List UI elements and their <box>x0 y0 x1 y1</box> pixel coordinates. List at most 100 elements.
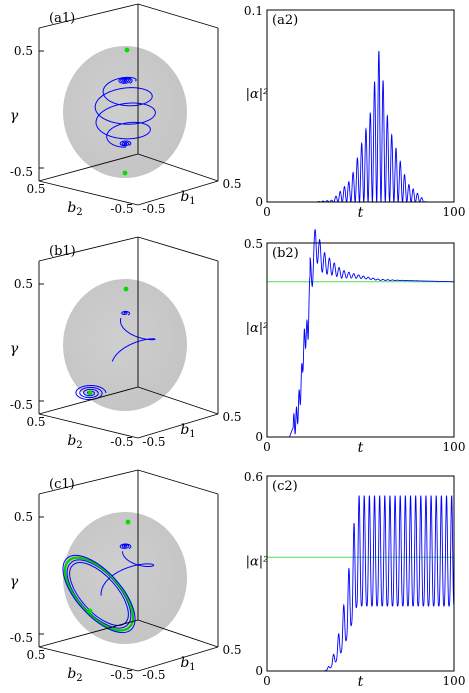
axis-box-edge <box>137 413 219 439</box>
axis-box-edge <box>137 646 219 672</box>
fixed-point <box>123 286 129 292</box>
y-tick-label: 0.5 <box>222 177 241 191</box>
y-tick-label: 0.5 <box>222 410 241 424</box>
x-axis-label: t <box>358 674 364 690</box>
axis-box-edge <box>38 3 139 29</box>
y-axis-label: |α|² <box>246 87 269 102</box>
panel-label: (a1) <box>49 11 75 26</box>
series-line <box>267 495 455 672</box>
axis-box-edge <box>38 469 139 495</box>
axis-box-edge <box>137 469 219 495</box>
axis-box-edge <box>137 236 219 262</box>
x-tick-label: -0.5 <box>110 435 133 449</box>
panel-label: (a2) <box>272 13 298 28</box>
x-tick-label: 0.5 <box>26 415 45 429</box>
series-line <box>267 228 454 438</box>
bloch-panel-b1: 0.5 -0.5 γ 0.5 -0.5 b2 0.5 -0.5 b1 (b1) <box>10 236 242 451</box>
plot-frame <box>266 242 455 438</box>
y-tick-label: 0 <box>255 195 263 209</box>
axis-box-edge <box>137 3 219 29</box>
axis-box-edge <box>137 153 219 182</box>
axis-box-edge <box>38 153 139 182</box>
line-panel-a2: 0 100 0 0.1 t |α|² (a2) <box>244 4 466 221</box>
y-tick-label: 0.1 <box>244 4 263 18</box>
axis-box-edge <box>38 619 139 648</box>
x-tick-label: 0 <box>263 440 271 454</box>
z-axis-label: γ <box>10 574 19 590</box>
y-axis-label: |α|² <box>246 321 269 336</box>
trajectory-spiral-top <box>118 77 133 84</box>
trajectory-spiral-top <box>121 310 131 316</box>
bloch-sphere <box>63 279 187 411</box>
panel-label: (c1) <box>49 477 75 492</box>
trajectory-spiral-top <box>119 543 132 550</box>
z-tick-label: 0.5 <box>14 44 33 58</box>
y-axis-label: b1 <box>180 422 195 440</box>
fixed-point <box>125 519 131 525</box>
x-tick-label: 0.5 <box>26 648 45 662</box>
bloch-panel-a1: 0.5 -0.5 γ 0.5 -0.5 b2 0.5 -0.5 b1 (a1) <box>10 3 242 218</box>
trajectory-spiral-bottom <box>119 140 132 147</box>
bloch-sphere <box>63 46 187 178</box>
z-tick-label: 0.5 <box>14 510 33 524</box>
z-axis-label: γ <box>10 341 19 357</box>
x-tick-label: -0.5 <box>110 202 133 216</box>
x-axis-label: b2 <box>67 433 82 451</box>
line-panel-c2: 0 100 0 0.6 t |α|² (c2) <box>244 470 466 690</box>
limit-cycle <box>62 554 136 634</box>
panel-label: (b2) <box>272 246 299 261</box>
y-tick-label: -0.5 <box>142 668 165 682</box>
limit-cycle <box>69 562 129 626</box>
line-panel-b2: 0 100 0 0.5 t |α|² (b2) <box>244 228 466 456</box>
x-tick-label: 100 <box>443 440 466 454</box>
y-tick-label: 0 <box>255 664 263 678</box>
x-axis-label: t <box>358 205 364 221</box>
bloch-panel-c1: 0.5 -0.5 γ 0.5 -0.5 b2 0.5 -0.5 b1 (c1) <box>10 469 242 684</box>
fixed-point <box>87 390 93 396</box>
trajectory <box>100 551 155 596</box>
x-tick-label: 0 <box>263 674 271 688</box>
x-axis-label: b2 <box>67 200 82 218</box>
y-axis-label: b1 <box>180 655 195 673</box>
y-tick-label: 0 <box>255 430 263 444</box>
x-tick-label: -0.5 <box>110 668 133 682</box>
y-tick-label: -0.5 <box>142 202 165 216</box>
x-tick-label: 100 <box>443 674 466 688</box>
fixed-point <box>124 47 130 53</box>
x-axis-label: b2 <box>67 666 82 684</box>
x-tick-label: 0 <box>263 205 271 219</box>
axis-box-edge <box>137 619 219 648</box>
series-line <box>267 50 454 204</box>
y-tick-label: 0.5 <box>222 643 241 657</box>
z-tick-label: -0.5 <box>10 398 33 412</box>
axis-box-edge <box>38 646 139 672</box>
axis-box-edge <box>137 386 219 415</box>
bloch-sphere <box>63 512 187 644</box>
y-tick-label: 0.5 <box>244 237 263 251</box>
trajectory <box>94 76 156 148</box>
axis-box-edge <box>38 236 139 262</box>
plot-frame <box>266 9 455 203</box>
y-axis-label: b1 <box>180 189 195 207</box>
trajectory <box>111 317 156 362</box>
fixed-point <box>87 608 93 614</box>
limit-cycle <box>63 556 135 632</box>
axis-box-edge <box>38 413 139 439</box>
z-axis-label: γ <box>10 108 19 124</box>
x-axis-label: t <box>358 440 364 456</box>
x-tick-label: 100 <box>443 205 466 219</box>
fixed-point <box>122 170 128 176</box>
plot-frame <box>266 475 455 672</box>
panel-label: (c2) <box>272 479 298 494</box>
axis-box-edge <box>38 386 139 415</box>
z-tick-label: -0.5 <box>10 165 33 179</box>
z-tick-label: 0.5 <box>14 277 33 291</box>
y-tick-label: -0.5 <box>142 435 165 449</box>
y-tick-label: 0.6 <box>244 470 263 484</box>
axis-box-edge <box>38 180 139 206</box>
x-tick-label: 0.5 <box>26 182 45 196</box>
z-tick-label: -0.5 <box>10 631 33 645</box>
axis-box-edge <box>137 180 219 206</box>
y-axis-label: |α|² <box>246 555 269 570</box>
